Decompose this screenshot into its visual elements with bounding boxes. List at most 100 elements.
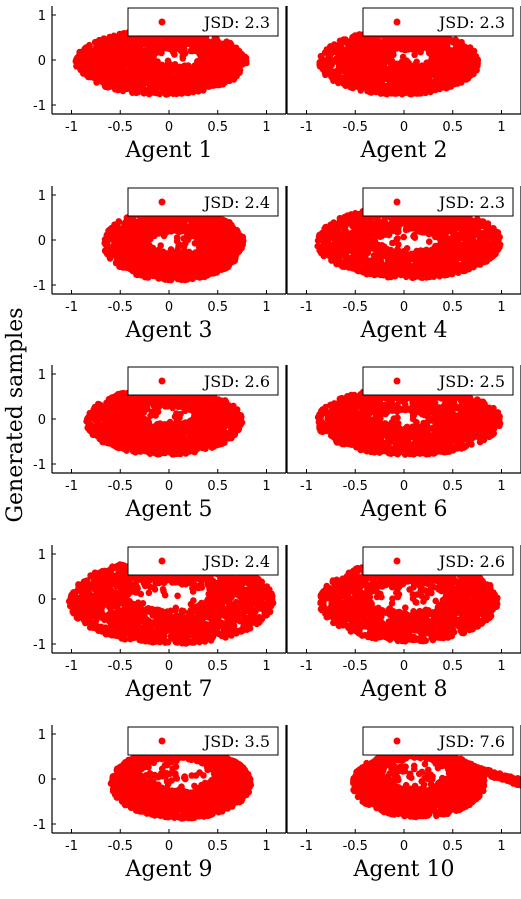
data-point: [141, 242, 148, 250]
data-point: [238, 236, 246, 244]
data-point: [142, 265, 149, 273]
data-point: [136, 82, 143, 89]
data-point: [417, 76, 425, 83]
data-point: [320, 62, 328, 70]
data-point: [148, 61, 156, 69]
y-axis-label: Generated samples: [3, 307, 28, 522]
data-point: [130, 62, 138, 69]
data-point: [90, 47, 97, 55]
data-point: [90, 58, 97, 65]
data-point: [234, 228, 241, 236]
data-point: [99, 38, 106, 45]
data-point: [399, 53, 407, 61]
data-point: [439, 78, 447, 86]
data-point: [141, 253, 148, 261]
subplot-title: Agent 3: [125, 318, 213, 343]
data-point: [383, 58, 391, 65]
data-point: [222, 233, 229, 241]
data-point: [447, 51, 455, 59]
data-point: [203, 247, 211, 254]
data-point: [82, 55, 90, 63]
legend-label: JSD: 2.3: [437, 13, 505, 32]
data-point: [180, 265, 187, 273]
data-point: [228, 252, 236, 260]
data-point: [121, 71, 129, 78]
data-point: [159, 77, 166, 85]
data-point: [351, 62, 359, 69]
data-point: [89, 73, 97, 80]
data-point: [197, 65, 205, 72]
data-point: [191, 240, 199, 247]
data-point: [188, 41, 195, 49]
x-tick-label: -1: [65, 120, 78, 135]
data-point: [372, 88, 380, 96]
data-point: [190, 88, 197, 96]
data-point: [147, 269, 155, 277]
data-point: [146, 88, 153, 96]
data-point: [466, 59, 474, 67]
data-point: [400, 62, 408, 69]
data-point: [207, 70, 214, 78]
data-point: [134, 271, 141, 279]
data-point: [167, 273, 175, 281]
data-point: [192, 82, 200, 90]
data-point: [194, 273, 202, 281]
legend-marker: [158, 18, 166, 26]
data-point: [115, 79, 122, 86]
data-point: [229, 44, 237, 51]
data-point: [144, 223, 152, 231]
data-point: [149, 254, 156, 261]
data-point: [404, 88, 412, 95]
data-point: [127, 265, 134, 273]
data-point: [174, 272, 182, 280]
data-point: [130, 253, 138, 261]
data-point: [210, 51, 217, 59]
data-point: [318, 56, 326, 64]
data-point: [357, 49, 365, 57]
data-point: [110, 232, 118, 240]
x-tick-label: 0: [400, 120, 408, 135]
data-point: [174, 84, 182, 92]
data-point: [328, 57, 335, 64]
data-point: [110, 237, 118, 245]
data-point: [333, 75, 341, 83]
data-point: [171, 61, 179, 68]
data-point: [211, 251, 218, 259]
data-point: [231, 244, 238, 252]
data-point: [415, 40, 422, 47]
data-point: [101, 82, 109, 90]
data-point: [340, 47, 347, 54]
data-point: [105, 227, 112, 235]
data-point: [152, 47, 159, 54]
data-point: [149, 248, 157, 256]
data-point: [450, 39, 457, 46]
data-point: [121, 233, 129, 240]
data-point: [86, 43, 93, 50]
legend-marker: [158, 198, 166, 206]
data-point: [214, 80, 221, 87]
data-point: [194, 229, 201, 237]
data-point: [209, 59, 216, 67]
data-point: [222, 77, 229, 85]
x-tick-label: 1: [262, 120, 270, 135]
data-point: [453, 65, 460, 72]
data-point: [436, 49, 443, 57]
data-point: [426, 61, 434, 68]
data-point: [381, 90, 389, 97]
legend-marker: [393, 18, 401, 26]
data-point: [156, 256, 164, 264]
data-point: [154, 262, 161, 270]
data-point: [224, 48, 231, 55]
data-point: [114, 220, 121, 228]
data-point: [155, 269, 162, 276]
data-point: [354, 74, 361, 82]
y-tick-label: 1: [38, 9, 46, 24]
data-point: [412, 60, 419, 68]
x-tick-label: 1: [262, 300, 270, 315]
x-tick-label: -0.5: [108, 120, 133, 135]
data-point: [201, 218, 208, 225]
data-point: [228, 232, 236, 240]
data-point: [182, 214, 189, 222]
data-point: [118, 263, 125, 271]
